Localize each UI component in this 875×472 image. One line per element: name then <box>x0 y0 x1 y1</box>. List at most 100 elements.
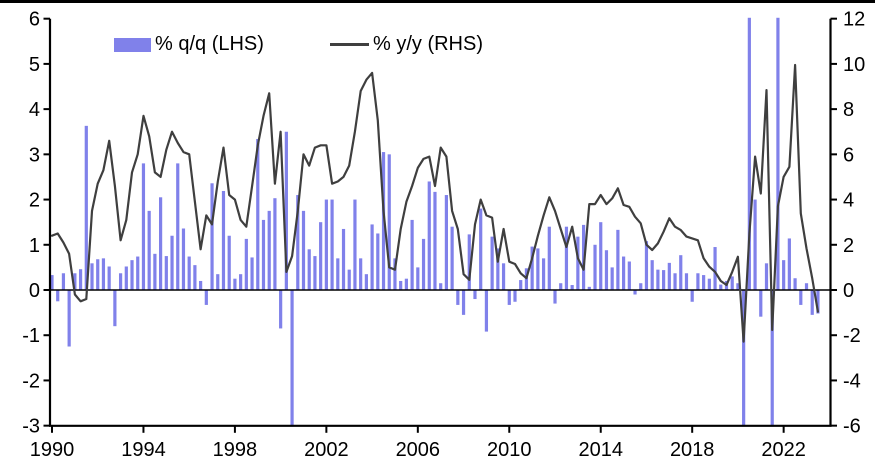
axis-tick-label: 1998 <box>213 439 258 461</box>
bar <box>736 283 740 290</box>
bar <box>176 163 180 290</box>
bar <box>519 280 523 290</box>
bar <box>810 290 814 315</box>
bar <box>181 228 186 290</box>
axis-tick-label: 2022 <box>761 439 806 461</box>
bar <box>730 276 734 290</box>
bar <box>479 208 483 290</box>
bar <box>410 219 414 290</box>
bar <box>353 199 357 290</box>
bar <box>330 199 334 290</box>
bar <box>696 273 700 290</box>
axis-tick-label: 1994 <box>121 439 166 461</box>
bar <box>473 290 477 300</box>
bar <box>199 280 203 290</box>
bar <box>96 259 100 290</box>
bar <box>90 263 94 290</box>
bar <box>324 199 328 290</box>
bar <box>496 248 500 290</box>
bar <box>61 273 66 290</box>
bar <box>204 290 208 305</box>
bar <box>690 290 694 302</box>
bar <box>101 258 106 290</box>
axis-tick-label: 10 <box>843 54 865 76</box>
bar <box>587 286 591 290</box>
axis-tick-label: 0 <box>843 280 854 302</box>
bar <box>404 278 408 290</box>
bar <box>461 290 466 315</box>
axis-tick-label: -2 <box>22 370 40 392</box>
bar <box>261 219 266 290</box>
top-border-rule <box>0 0 875 3</box>
bar <box>439 283 443 290</box>
bar <box>164 256 168 290</box>
bar <box>376 233 380 290</box>
bar <box>421 238 426 290</box>
axis-tick-label: 1 <box>29 235 40 257</box>
bar <box>307 249 311 290</box>
axis-tick-label: 3 <box>29 144 40 166</box>
bar <box>639 283 643 290</box>
bar <box>507 290 511 305</box>
bar <box>187 256 191 290</box>
bar <box>593 244 597 290</box>
bar <box>301 210 306 290</box>
bar <box>387 154 391 290</box>
line-series-yy <box>50 63 820 343</box>
axis-tick-label: -2 <box>843 325 861 347</box>
bar <box>284 131 288 290</box>
bar <box>776 17 780 291</box>
line-series-swatch-icon <box>330 43 369 46</box>
axis-tick-label: 8 <box>843 99 854 121</box>
bar <box>501 263 506 290</box>
axis-tick-label: 0 <box>29 280 40 302</box>
bar <box>239 274 243 290</box>
bar <box>319 222 323 290</box>
axis-tick-label: 4 <box>843 190 854 212</box>
bar <box>193 265 197 290</box>
bar <box>484 290 489 332</box>
bar <box>256 138 260 290</box>
axis-tick-label: 6 <box>843 144 854 166</box>
bar <box>804 283 809 290</box>
axis-tick-label: 5 <box>29 54 40 76</box>
bar <box>747 17 751 291</box>
axis-tick-label: 2 <box>29 190 40 212</box>
bar <box>759 290 763 317</box>
bar <box>244 238 248 290</box>
bar <box>124 266 128 290</box>
axis-tick-label: -1 <box>22 325 40 347</box>
bar <box>650 260 654 290</box>
bar <box>599 222 603 290</box>
bar <box>753 199 757 290</box>
bar <box>742 290 746 427</box>
bar <box>210 183 214 290</box>
axis-tick-label: 2018 <box>670 439 715 461</box>
bar <box>490 236 494 290</box>
legend-label-qq: % q/q (LHS) <box>155 33 264 55</box>
bar <box>153 253 157 290</box>
bar <box>719 284 723 290</box>
bar <box>107 266 111 290</box>
bar <box>56 290 60 302</box>
bar-series-qq <box>50 17 820 427</box>
bar <box>702 275 706 290</box>
bar <box>553 290 557 304</box>
bar <box>393 258 397 290</box>
bar <box>467 234 471 290</box>
bar <box>610 267 614 290</box>
bar <box>547 226 551 290</box>
axis-tick-label: -6 <box>843 416 861 438</box>
bar <box>513 290 517 302</box>
bar <box>141 163 146 290</box>
legend-item-qq: % q/q (LHS) <box>114 33 264 56</box>
bar <box>656 269 660 290</box>
axis-tick-label: 1990 <box>30 439 75 461</box>
bar <box>450 226 454 290</box>
bar <box>359 258 363 290</box>
bar <box>622 256 626 290</box>
bar <box>216 274 220 290</box>
